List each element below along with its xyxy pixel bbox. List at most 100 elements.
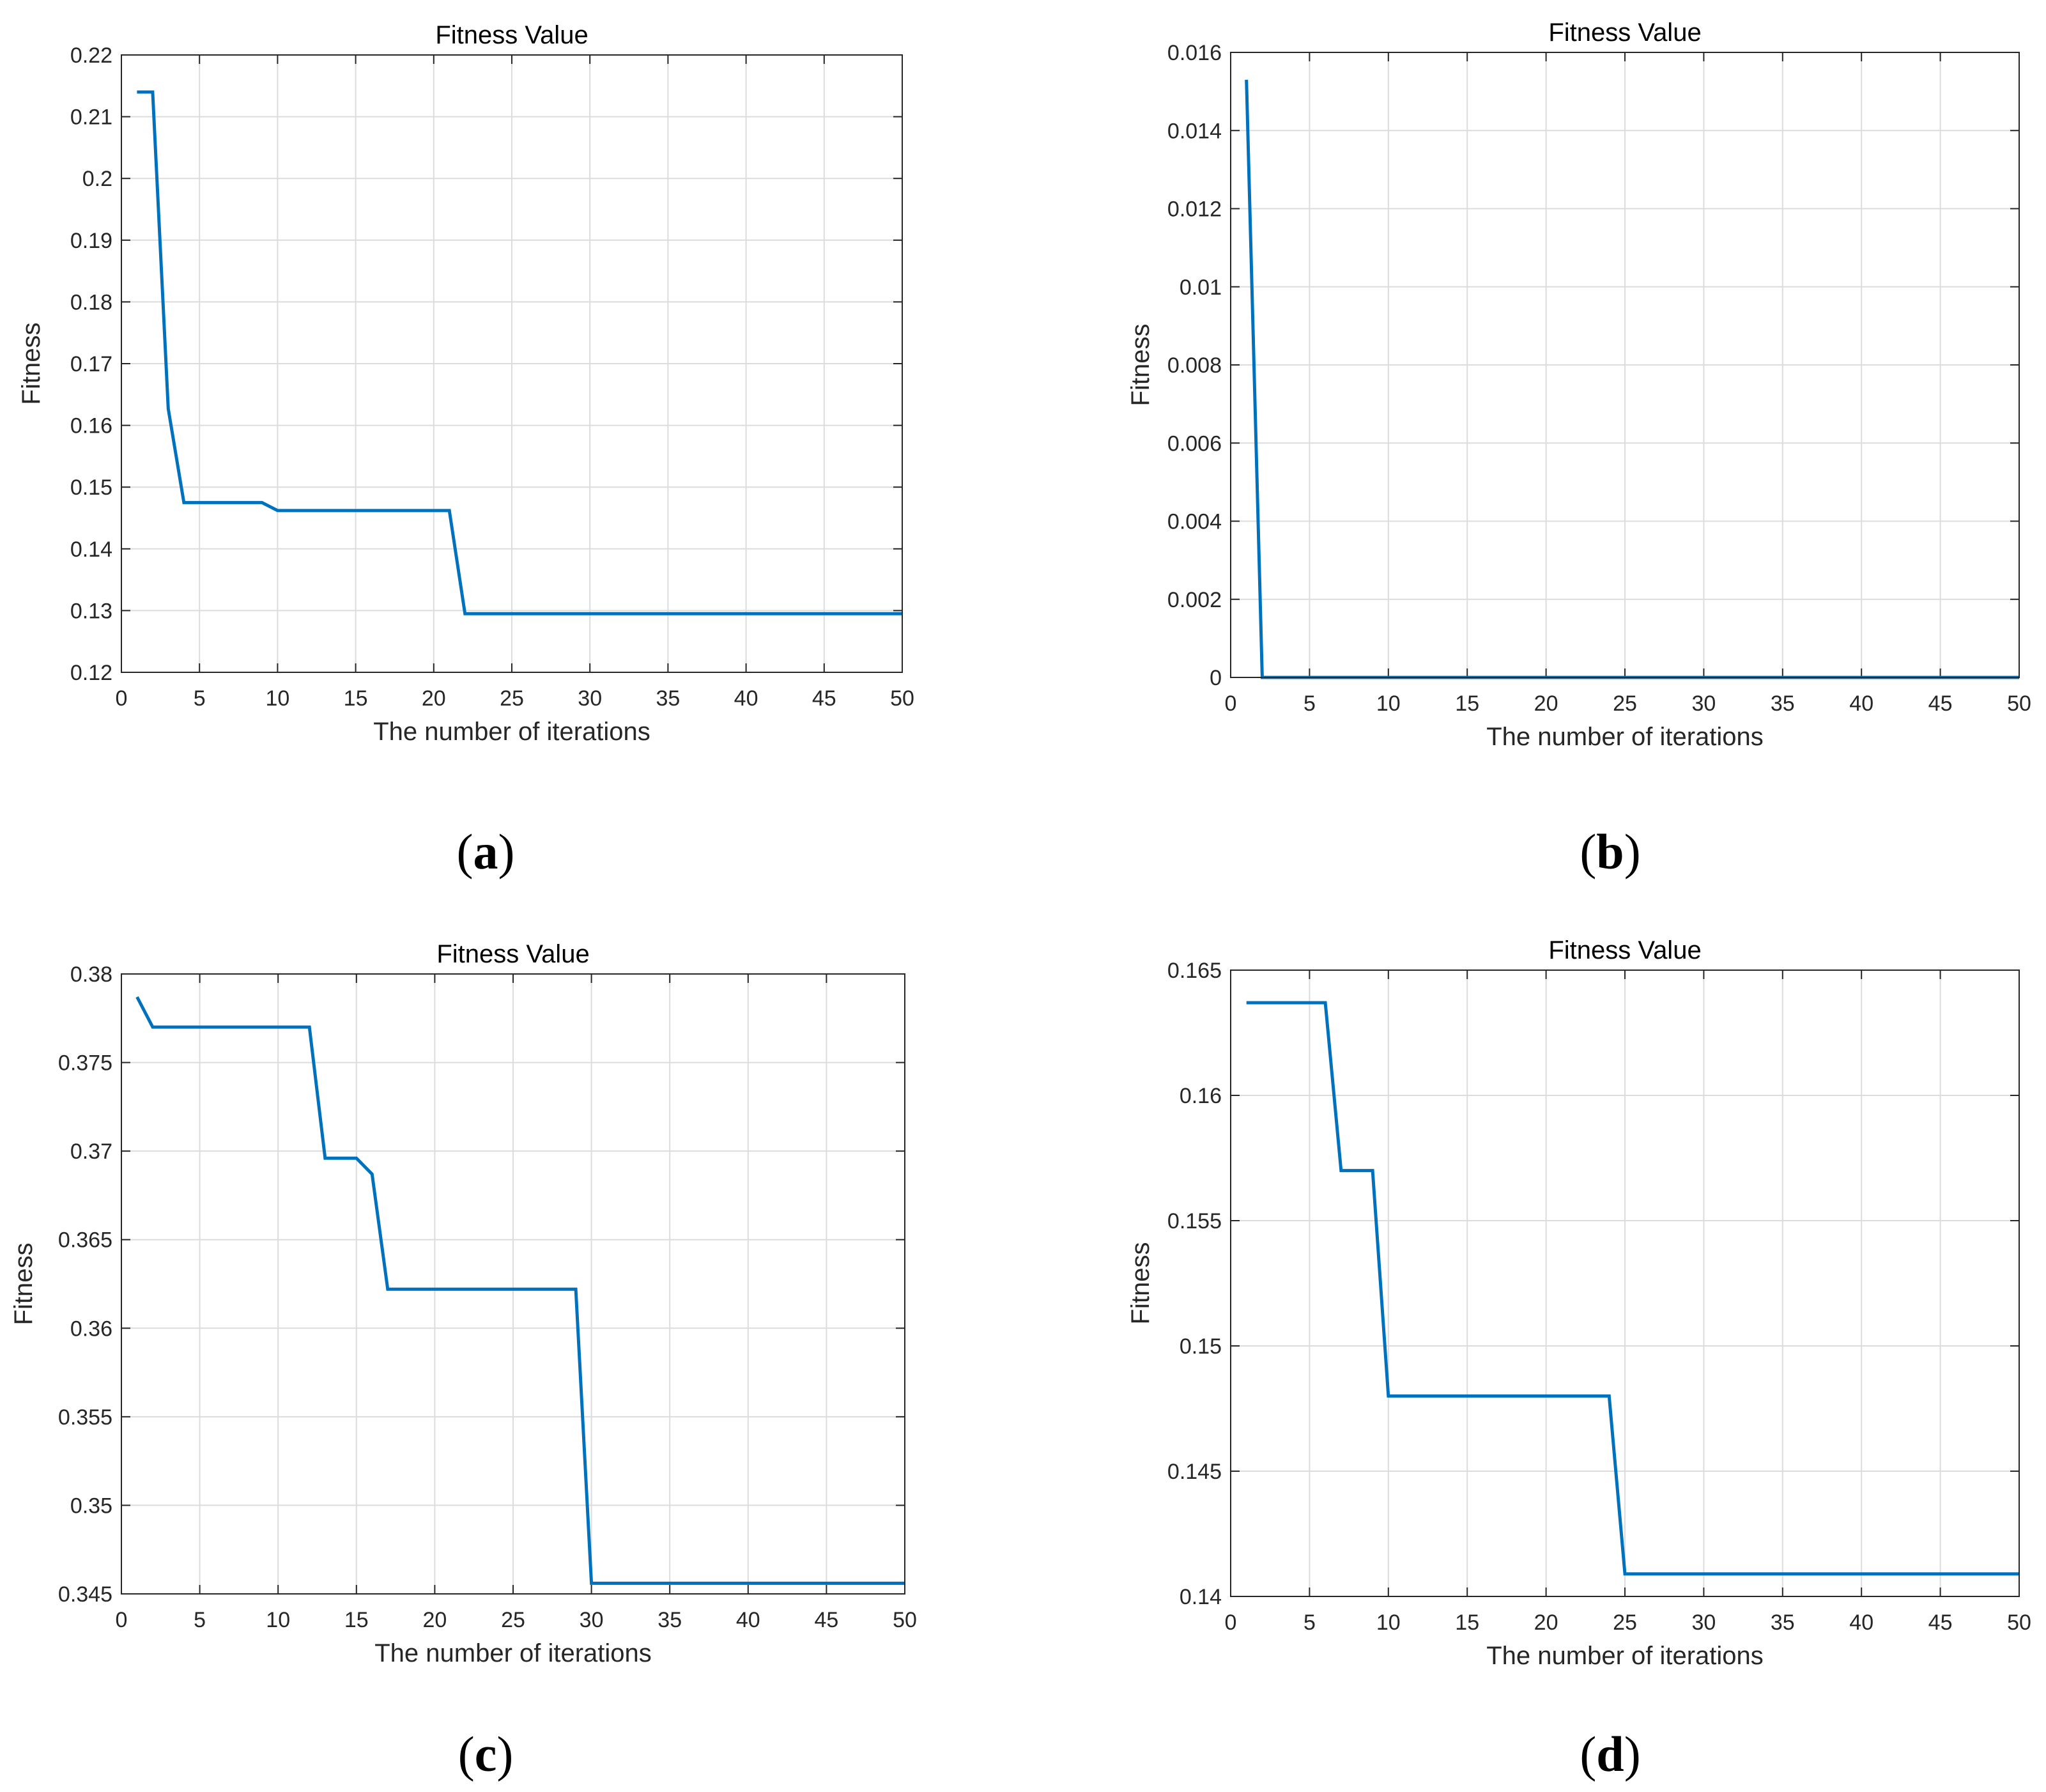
x-axis-label: The number of iterations <box>373 718 650 746</box>
y-tick-label: 0.014 <box>1167 119 1222 143</box>
chart-title: Fitness Value <box>1548 936 1701 964</box>
panel-letter-c: c <box>474 1726 497 1782</box>
y-tick-label: 0.01 <box>1180 275 1222 300</box>
x-tick-label: 30 <box>1691 691 1716 716</box>
y-tick-label: 0.006 <box>1167 431 1222 456</box>
y-tick-label: 0 <box>1210 666 1222 690</box>
y-tick-label: 0.36 <box>70 1317 112 1341</box>
x-tick-label: 15 <box>344 686 368 711</box>
y-tick-label: 0.375 <box>58 1051 112 1076</box>
chart-title: Fitness Value <box>1548 19 1701 47</box>
x-tick-label: 5 <box>1304 691 1316 716</box>
panel-label-d: (d) <box>1580 1726 1641 1782</box>
x-tick-label: 40 <box>736 1608 760 1632</box>
x-tick-label: 10 <box>266 1608 290 1632</box>
chart-title: Fitness Value <box>436 940 589 968</box>
x-tick-label: 30 <box>580 1608 604 1632</box>
y-tick-label: 0.016 <box>1167 41 1222 65</box>
y-tick-label: 0.008 <box>1167 353 1222 378</box>
x-tick-label: 30 <box>1691 1610 1716 1635</box>
y-tick-label: 0.2 <box>82 167 112 191</box>
x-tick-label: 35 <box>656 686 680 711</box>
chart-c: 0 5 10 15 20 25 30 35 40 45 50 0.345 0.35 0.355 0.36 0.… <box>10 940 917 1667</box>
y-axis-label: Fitness <box>10 1243 38 1325</box>
y-tick-label: 0.145 <box>1167 1460 1222 1484</box>
x-tick-label: 50 <box>2007 1610 2031 1635</box>
x-tick-label: 15 <box>1455 691 1479 716</box>
x-tick-label: 40 <box>1849 1610 1873 1635</box>
x-tick-label: 45 <box>814 1608 838 1632</box>
chart-d: 0 5 10 15 20 25 30 35 40 45 50 0.14 0.145 0.15 0.155 0.… <box>1127 936 2031 1670</box>
panel-label-b: (b) <box>1580 824 1641 879</box>
axes-box-d <box>1230 969 2020 1597</box>
x-tick-label: 20 <box>1534 691 1558 716</box>
series-line-d <box>1246 1001 2019 1576</box>
x-tick-label: 5 <box>194 686 206 711</box>
x-tick-label: 20 <box>422 1608 447 1632</box>
x-tick-label: 35 <box>1771 691 1795 716</box>
x-tick-label: 5 <box>194 1608 206 1632</box>
x-axis-label: The number of iterations <box>1486 723 1764 751</box>
x-tick-label: 20 <box>422 686 446 711</box>
y-tick-label: 0.21 <box>70 105 112 130</box>
x-tick-label: 25 <box>501 1608 525 1632</box>
y-tick-label: 0.19 <box>70 229 112 253</box>
x-tick-label: 50 <box>893 1608 917 1632</box>
panel-label-a: (a) <box>456 824 515 879</box>
y-tick-label: 0.17 <box>70 352 112 376</box>
chart-b: 0 5 10 15 20 25 30 35 40 45 50 0 0.002 0.004 0.006 0.00… <box>1127 19 2031 751</box>
panel-label-c: (c) <box>458 1726 514 1782</box>
x-axis-label: The number of iterations <box>1486 1642 1764 1670</box>
x-tick-label: 45 <box>812 686 836 711</box>
panel-letter-b: b <box>1596 824 1624 879</box>
y-tick-label: 0.15 <box>1180 1334 1222 1359</box>
y-tick-label: 0.012 <box>1167 197 1222 222</box>
x-tick-label: 45 <box>1928 691 1953 716</box>
series-line-a <box>137 90 902 615</box>
x-tick-label: 30 <box>578 686 602 711</box>
x-tick-label: 0 <box>1225 1610 1237 1635</box>
y-tick-label: 0.22 <box>70 43 112 68</box>
y-tick-label: 0.37 <box>70 1139 112 1164</box>
x-tick-label: 10 <box>1376 691 1401 716</box>
x-tick-label: 0 <box>1225 691 1237 716</box>
x-tick-label: 45 <box>1928 1610 1953 1635</box>
x-tick-label: 40 <box>1849 691 1873 716</box>
chart-a: 0 5 10 15 20 25 30 35 40 45 50 0.12 0.13 0.14 0.15 0.16… <box>17 21 914 746</box>
x-tick-label: 25 <box>1613 1610 1637 1635</box>
y-tick-label: 0.165 <box>1167 959 1222 983</box>
x-tick-label: 25 <box>500 686 524 711</box>
y-tick-label: 0.38 <box>70 962 112 987</box>
x-tick-label: 35 <box>658 1608 682 1632</box>
chart-title: Fitness Value <box>435 21 588 49</box>
y-axis-label: Fitness <box>1127 1242 1155 1325</box>
y-tick-label: 0.155 <box>1167 1209 1222 1233</box>
panel-letter-a: a <box>473 824 498 879</box>
y-tick-label: 0.16 <box>1180 1084 1222 1108</box>
x-tick-label: 0 <box>116 686 128 711</box>
y-tick-label: 0.004 <box>1167 510 1222 534</box>
series-line-c <box>135 996 905 1585</box>
y-tick-label: 0.14 <box>70 537 112 562</box>
y-tick-label: 0.13 <box>70 599 112 623</box>
y-axis-label: Fitness <box>1127 324 1155 406</box>
x-tick-label: 50 <box>2007 691 2031 716</box>
x-axis-label: The number of iterations <box>374 1639 652 1667</box>
x-tick-label: 0 <box>116 1608 128 1632</box>
y-tick-label: 0.002 <box>1167 588 1222 612</box>
axes-box-c <box>121 973 905 1595</box>
y-tick-label: 0.14 <box>1180 1585 1222 1609</box>
x-tick-label: 25 <box>1613 691 1637 716</box>
x-tick-label: 5 <box>1304 1610 1316 1635</box>
x-tick-label: 10 <box>265 686 289 711</box>
y-tick-label: 0.12 <box>70 661 112 685</box>
axes-box-b <box>1230 52 2020 678</box>
x-tick-label: 10 <box>1376 1610 1401 1635</box>
x-tick-label: 50 <box>890 686 914 711</box>
x-tick-label: 15 <box>344 1608 369 1632</box>
x-tick-label: 20 <box>1534 1610 1558 1635</box>
y-tick-label: 0.16 <box>70 414 112 438</box>
x-tick-label: 40 <box>734 686 758 711</box>
